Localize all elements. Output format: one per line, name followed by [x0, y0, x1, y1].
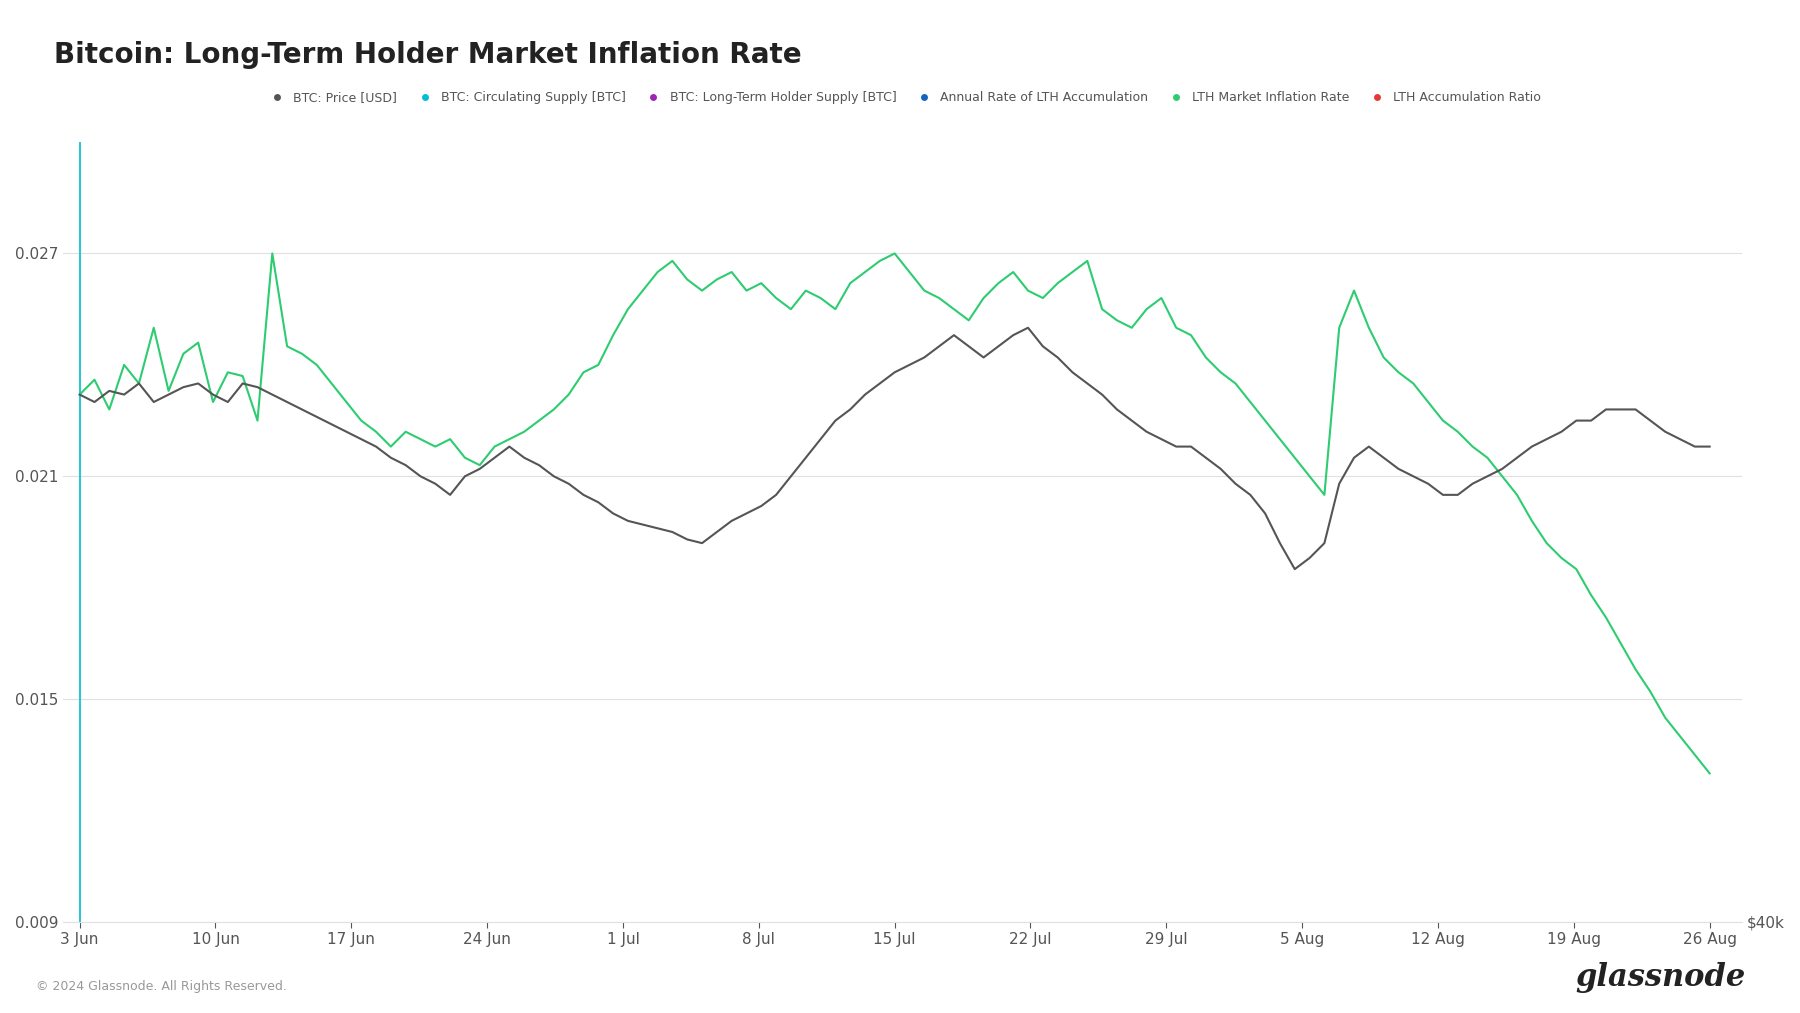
- Text: © 2024 Glassnode. All Rights Reserved.: © 2024 Glassnode. All Rights Reserved.: [36, 980, 286, 993]
- Legend: BTC: Price [USD], BTC: Circulating Supply [BTC], BTC: Long-Term Holder Supply [B: BTC: Price [USD], BTC: Circulating Suppl…: [259, 86, 1546, 109]
- Text: Bitcoin: Long-Term Holder Market Inflation Rate: Bitcoin: Long-Term Holder Market Inflati…: [54, 41, 801, 69]
- Text: glassnode: glassnode: [1575, 961, 1746, 993]
